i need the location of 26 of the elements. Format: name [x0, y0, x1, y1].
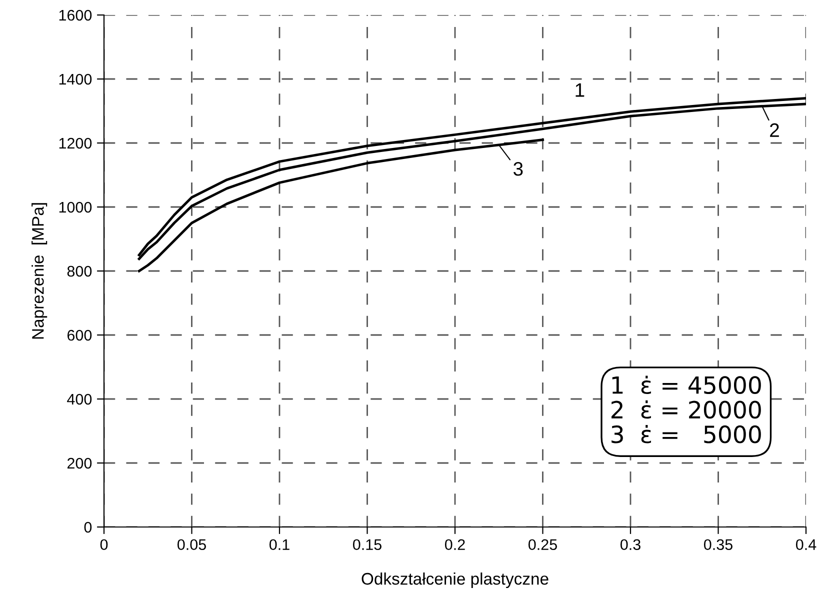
x-tick-label: 0.1 — [269, 539, 290, 550]
x-tick-label: 0.15 — [352, 539, 382, 550]
y-tick-label: 1000 — [59, 202, 92, 213]
annotation: 3 ε̇ = 5000 — [612, 425, 761, 444]
y-tick-label: 200 — [67, 458, 92, 469]
y-tick-label: 1600 — [59, 10, 92, 21]
y-tick-label: 600 — [67, 330, 92, 341]
y-tick-label: 1400 — [59, 74, 92, 85]
x-axis-title: Odkształcenie plastyczne — [362, 572, 548, 588]
x-tick-label: 0.3 — [620, 539, 640, 550]
x-tick-label: 0.05 — [177, 539, 206, 550]
x-tick-label: 0.25 — [528, 539, 557, 550]
legend-label: 2 — [770, 123, 779, 137]
y-tick-label: 400 — [67, 394, 92, 405]
y-tick-label: 0 — [84, 522, 92, 533]
y-tick-label: 1200 — [59, 138, 92, 149]
x-tick-label: 0 — [100, 539, 108, 550]
y-axis-title: Naprezenie [MPa] — [32, 203, 48, 339]
annotation: 1 ε̇ = 45000 — [612, 376, 761, 394]
x-tick-label: 0.35 — [704, 539, 732, 550]
x-tick-label: 0.4 — [796, 539, 816, 550]
annotation: 2 ε̇ = 20000 — [612, 400, 761, 419]
x-tick-label: 0.2 — [444, 539, 465, 550]
y-tick-label: 800 — [67, 266, 92, 277]
series-label: 1 — [576, 83, 584, 97]
legend-label: 3 — [514, 162, 523, 176]
